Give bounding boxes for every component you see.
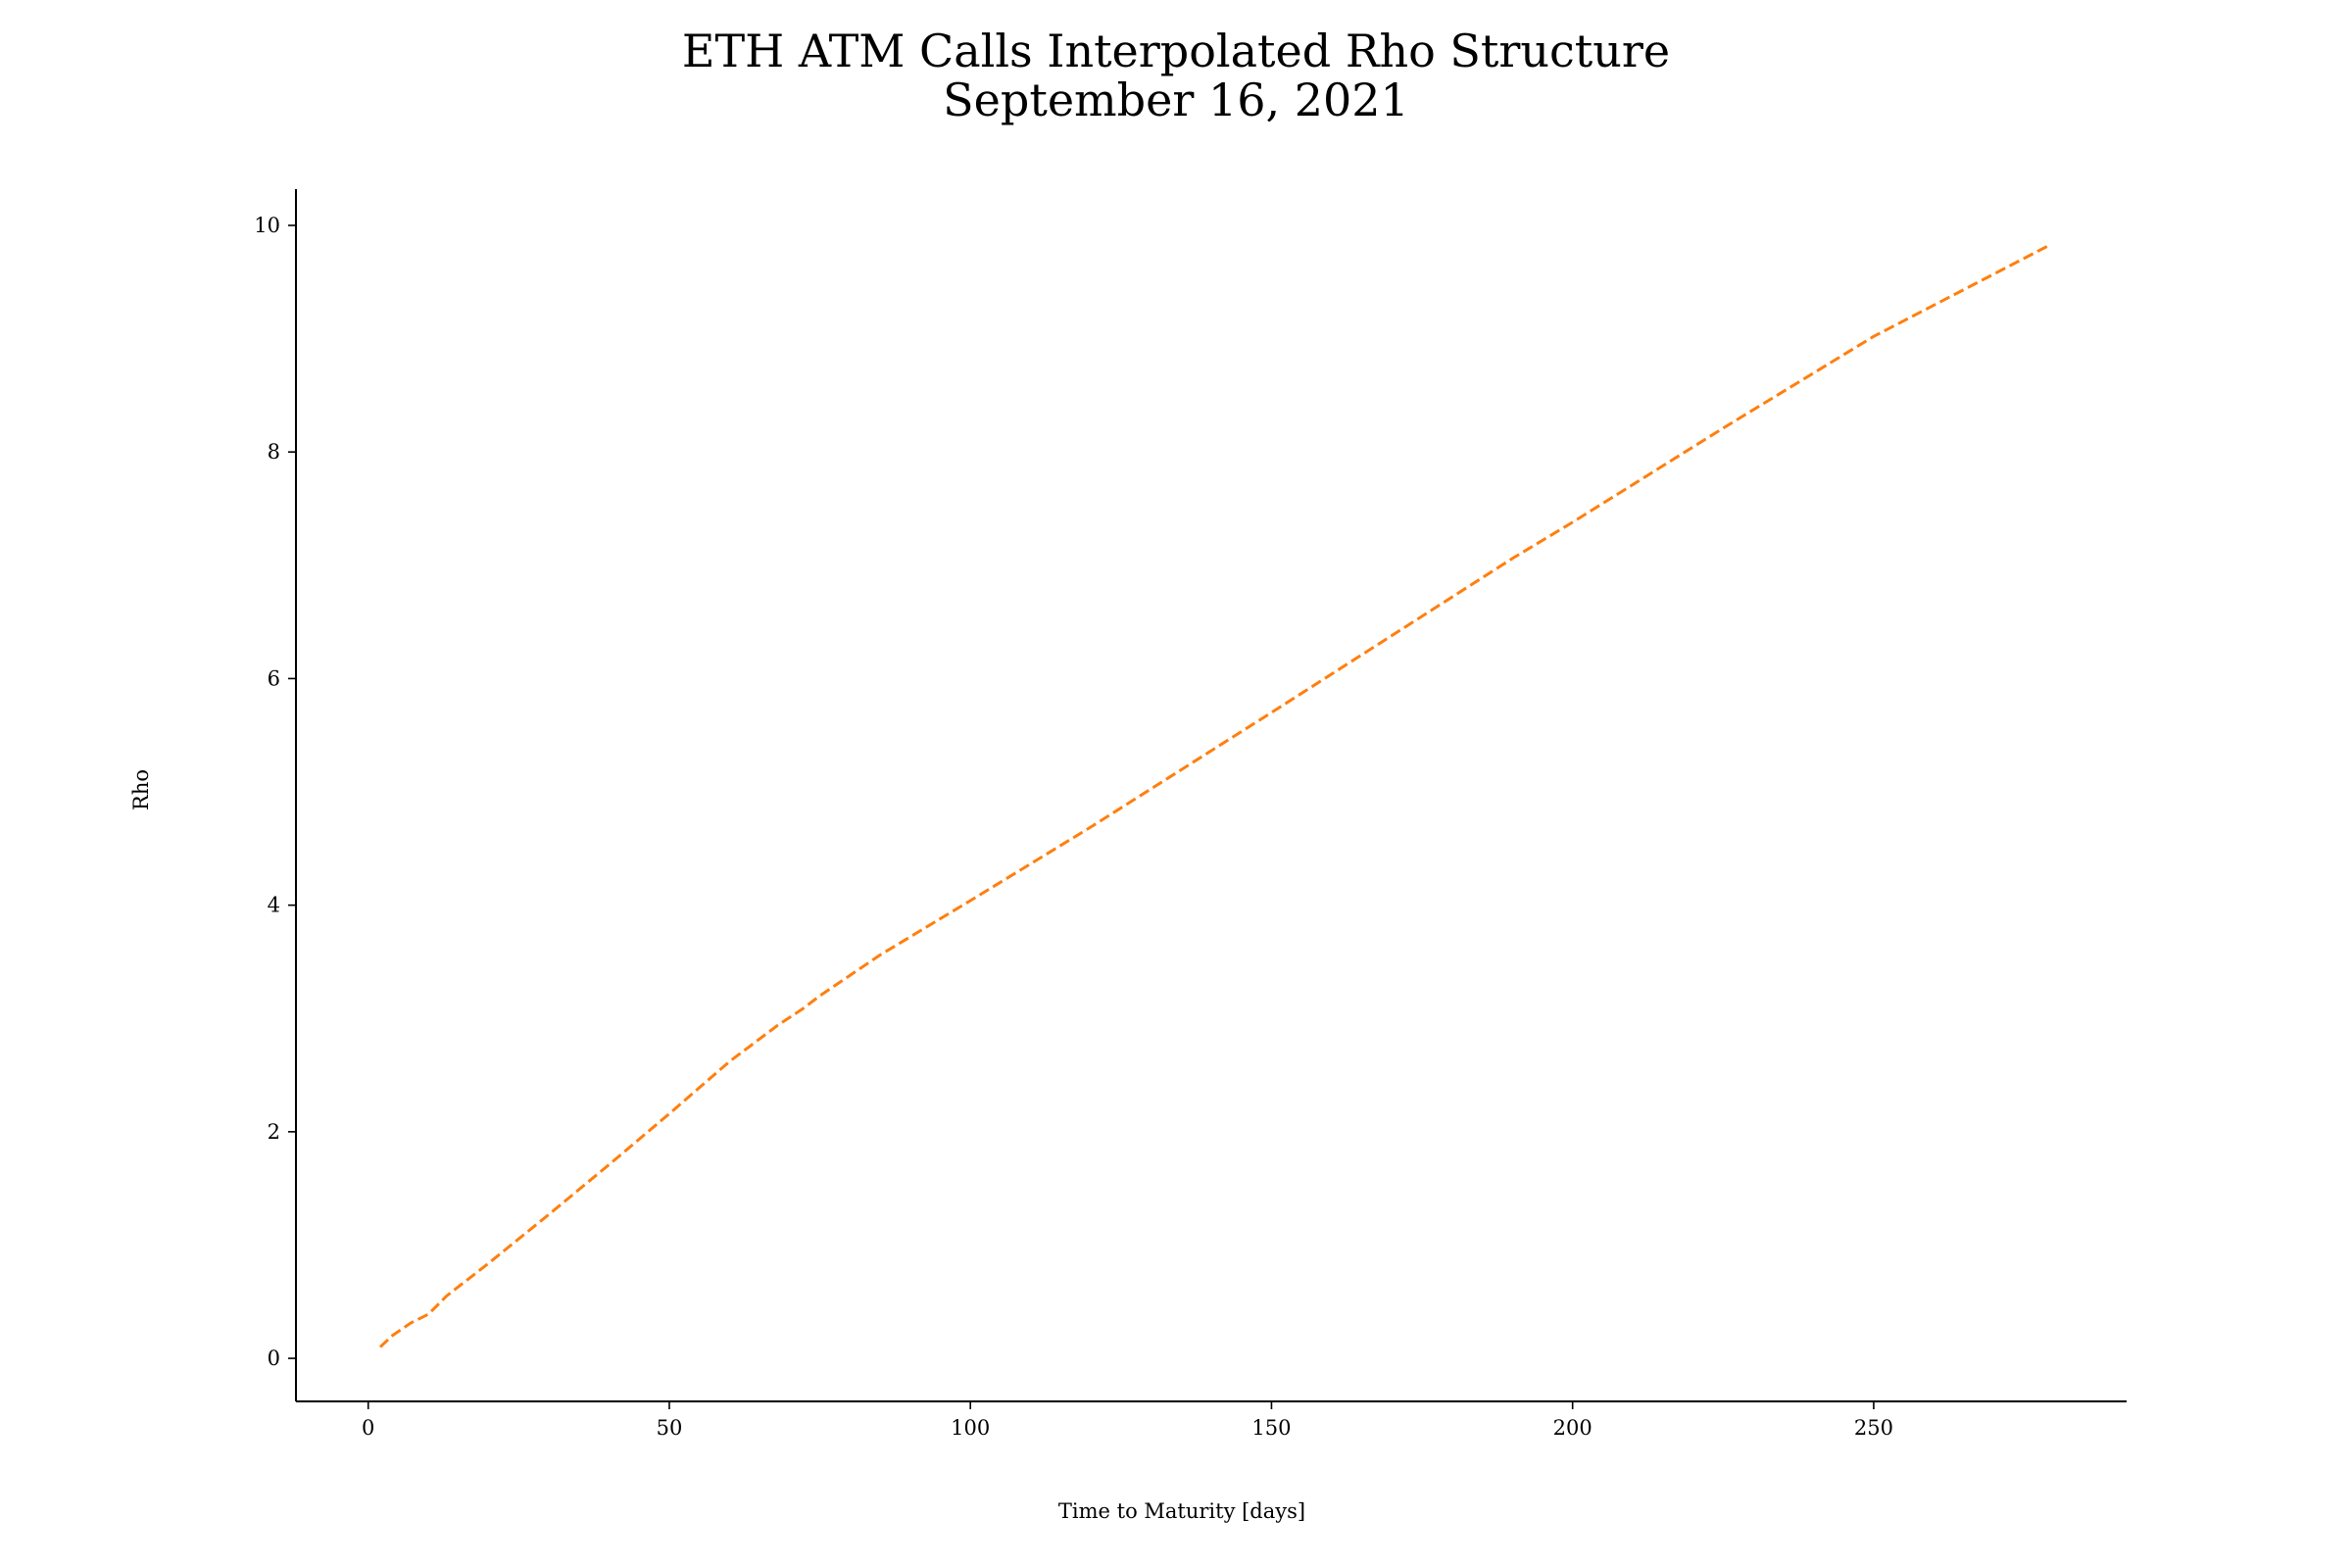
x-axis-label: Time to Maturity [days] [1058, 1499, 1305, 1523]
x-tick-label: 250 [1854, 1416, 1893, 1440]
x-ticks: 0 50 100 150 200 250 [362, 1401, 1893, 1440]
y-tick-label: 4 [268, 894, 280, 917]
y-tick-label: 2 [268, 1120, 280, 1144]
series-line-0 [378, 244, 2049, 1348]
x-tick-label: 200 [1553, 1416, 1592, 1440]
x-tick-label: 0 [362, 1416, 374, 1440]
chart-subtitle: September 16, 2021 [943, 74, 1409, 126]
y-ticks: 0 2 4 6 8 10 [254, 214, 296, 1370]
series-group [378, 244, 2049, 1348]
x-tick-label: 150 [1251, 1416, 1291, 1440]
chart-title: ETH ATM Calls Interpolated Rho Structure [682, 24, 1670, 77]
plot-area: 0 50 100 150 200 250 0 2 4 6 8 10 [254, 189, 2127, 1440]
y-tick-label: 10 [254, 214, 280, 237]
y-tick-label: 6 [268, 666, 280, 690]
x-tick-label: 100 [951, 1416, 990, 1440]
x-tick-label: 50 [657, 1416, 683, 1440]
y-tick-label: 8 [268, 440, 280, 464]
y-axis-label: Rho [129, 769, 153, 810]
y-tick-label: 0 [268, 1347, 280, 1370]
